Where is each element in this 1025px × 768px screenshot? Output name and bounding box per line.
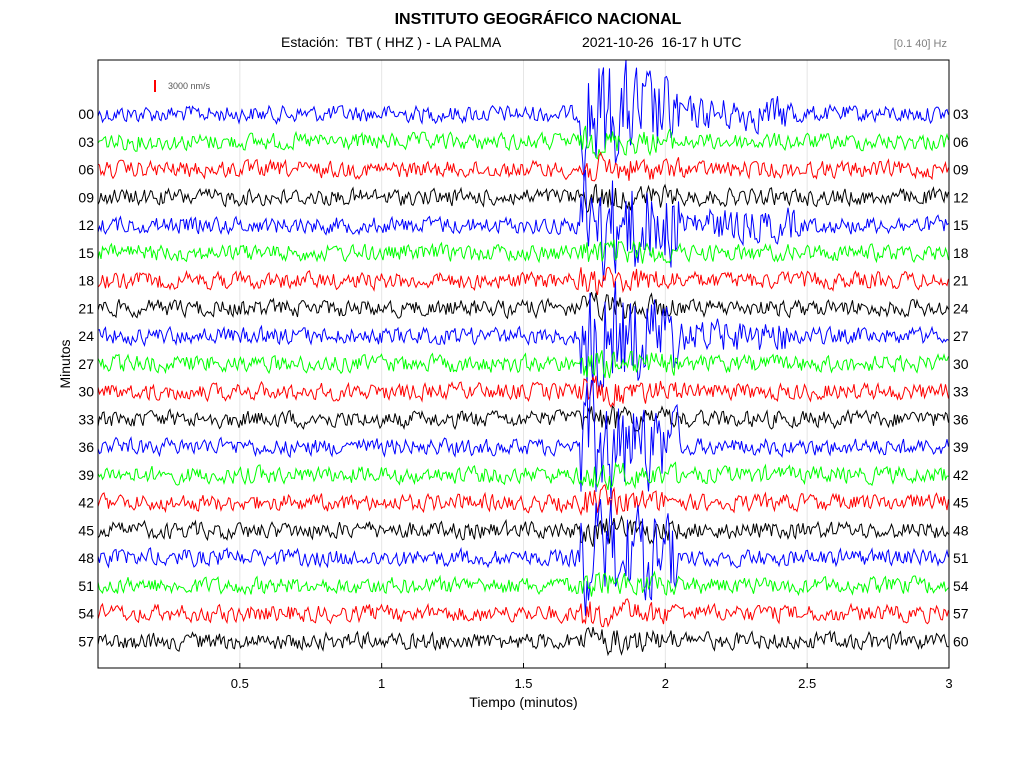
x-tick-label: 2 [662,676,669,691]
row-label-left: 03 [78,134,94,150]
trace-36 [98,379,949,499]
row-label-right: 09 [953,162,969,178]
trace-39 [98,461,949,491]
trace-03 [98,125,949,160]
row-label-right: 51 [953,550,969,566]
station-label: Estación: TBT ( HHZ ) - LA PALMA [281,34,502,50]
row-label-left: 09 [78,189,94,205]
plot-frame [97,59,950,669]
trace-15 [98,239,949,264]
row-label-right: 42 [953,467,969,483]
scale-bar: 3000 nm/s [154,80,211,92]
row-label-right: 30 [953,356,969,372]
row-label-right: 21 [953,273,969,289]
trace-24 [98,281,949,392]
row-label-left: 30 [78,384,94,400]
row-label-left: 24 [78,328,94,344]
trace-12 [98,169,949,282]
axis-labels: 0.5 1 1.5 2 2.5 3 Tiempo (minutos) Minutos 00 03 0… [57,106,969,710]
row-label-right: 15 [953,217,969,233]
filter-label: [0.1 40] Hz [893,38,947,50]
row-label-left: 21 [78,300,94,316]
row-label-right: 12 [953,189,969,205]
scale-bar-label: 3000 nm/s [168,81,211,91]
trace-54 [98,598,949,628]
row-label-right: 03 [953,106,969,122]
row-label-left: 00 [78,106,94,122]
row-label-left: 45 [78,522,94,538]
y-axis-label: Minutos [57,339,73,388]
trace-06 [98,151,949,182]
row-label-right: 18 [953,245,969,261]
row-label-right: 54 [953,578,969,594]
trace-33 [98,404,949,432]
row-label-left: 39 [78,467,94,483]
datetime-label: 2021-10-26 16-17 h UTC [582,34,742,50]
row-label-right: 39 [953,439,969,455]
trace-57 [98,627,949,657]
row-label-right: 48 [953,522,969,538]
trace-48 [98,499,949,616]
trace-27 [98,350,949,379]
row-label-right: 45 [953,495,969,511]
trace-18 [98,266,949,296]
row-label-right: 06 [953,134,969,150]
row-label-left: 15 [78,245,94,261]
row-label-right: 60 [953,633,969,649]
x-tick-label: 2.5 [798,676,816,691]
row-label-left: 51 [78,578,94,594]
row-label-left: 36 [78,439,94,455]
row-label-right: 24 [953,300,969,316]
row-label-left: 57 [78,633,94,649]
trace-51 [98,570,949,597]
trace-30 [98,375,949,408]
row-label-left: 18 [78,273,94,289]
row-label-right: 36 [953,411,969,427]
row-label-left: 27 [78,356,94,372]
row-label-left: 42 [78,495,94,511]
row-label-left: 48 [78,550,94,566]
x-axis-label: Tiempo (minutos) [469,694,577,710]
trace-21 [98,291,949,322]
trace-09 [98,183,949,214]
row-label-right: 33 [953,384,969,400]
trace-00 [98,60,949,181]
row-label-left: 33 [78,411,94,427]
row-label-left: 12 [78,217,94,233]
x-tick-label: 1.5 [514,676,532,691]
row-label-left: 06 [78,162,94,178]
page-title: INSTITUTO GEOGRÁFICO NACIONAL [394,11,682,28]
row-label-right: 57 [953,606,969,622]
x-tick-label: 1 [378,676,385,691]
row-label-right: 27 [953,328,969,344]
x-tick-label: 0.5 [231,676,249,691]
trace-45 [98,514,949,547]
traces [98,60,949,657]
row-label-left: 54 [78,606,94,622]
trace-42 [98,483,949,516]
x-tick-label: 3 [945,676,952,691]
